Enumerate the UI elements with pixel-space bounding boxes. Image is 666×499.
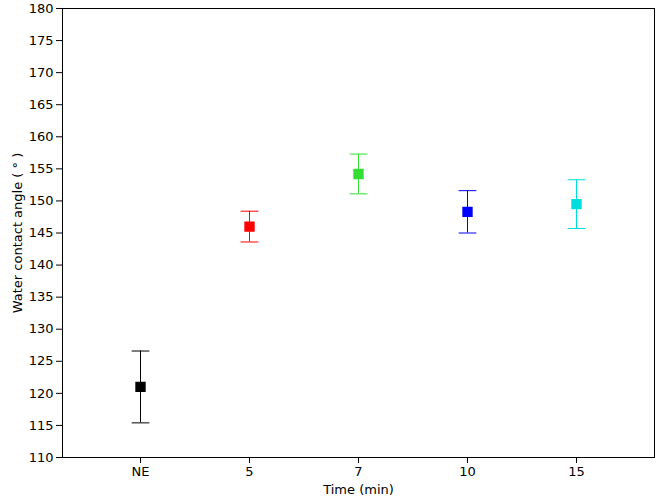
svg-text:15: 15	[568, 464, 585, 479]
svg-text:135: 135	[29, 289, 54, 304]
svg-text:115: 115	[29, 418, 54, 433]
svg-text:130: 130	[29, 321, 54, 336]
svg-text:150: 150	[29, 193, 54, 208]
svg-text:Time (min): Time (min)	[322, 482, 394, 497]
svg-text:Water contact angle ( ° ): Water contact angle ( ° )	[10, 153, 25, 313]
svg-text:175: 175	[29, 33, 54, 48]
svg-text:165: 165	[29, 97, 54, 112]
svg-text:120: 120	[29, 386, 54, 401]
svg-text:140: 140	[29, 257, 54, 272]
svg-text:125: 125	[29, 353, 54, 368]
svg-text:170: 170	[29, 65, 54, 80]
svg-text:5: 5	[245, 464, 253, 479]
svg-text:180: 180	[29, 1, 54, 16]
svg-text:160: 160	[29, 129, 54, 144]
svg-text:145: 145	[29, 225, 54, 240]
svg-text:7: 7	[354, 464, 362, 479]
svg-text:110: 110	[29, 450, 54, 465]
svg-text:155: 155	[29, 161, 54, 176]
svg-text:NE: NE	[132, 464, 150, 479]
svg-text:10: 10	[459, 464, 476, 479]
